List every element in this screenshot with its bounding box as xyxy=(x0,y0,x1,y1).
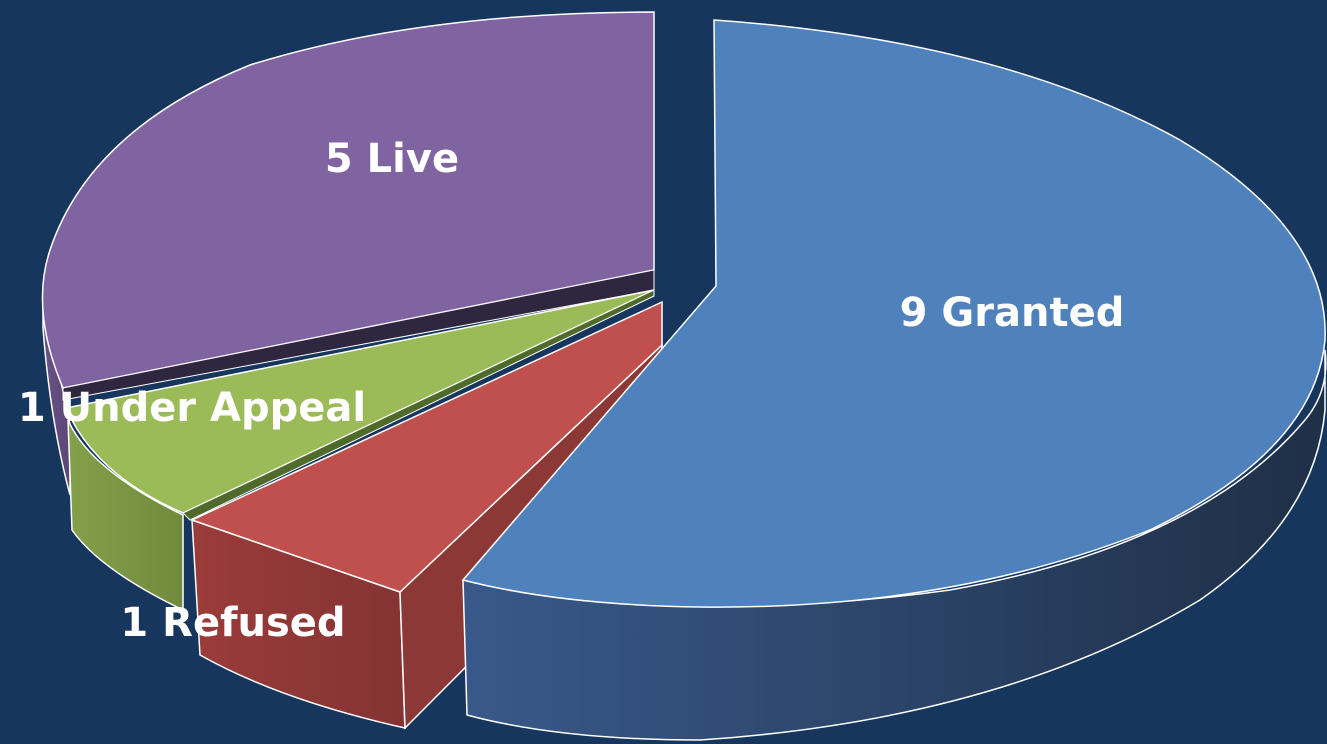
slice-granted-top xyxy=(461,19,1326,608)
slice-refused-top xyxy=(189,300,663,593)
label-under-appeal: 1 Under Appeal xyxy=(18,385,366,431)
slice-under-appeal-edge xyxy=(182,289,655,521)
label-refused: 1 Refused xyxy=(120,600,345,646)
slice-under-appeal-side xyxy=(67,419,184,612)
slice-refused-front xyxy=(191,518,406,729)
label-granted: 9 Granted xyxy=(900,290,1125,336)
slice-live-edge xyxy=(62,269,655,401)
slice-live-top xyxy=(41,11,655,389)
label-live: 5 Live xyxy=(325,136,459,182)
slice-under-appeal-top xyxy=(64,289,655,514)
